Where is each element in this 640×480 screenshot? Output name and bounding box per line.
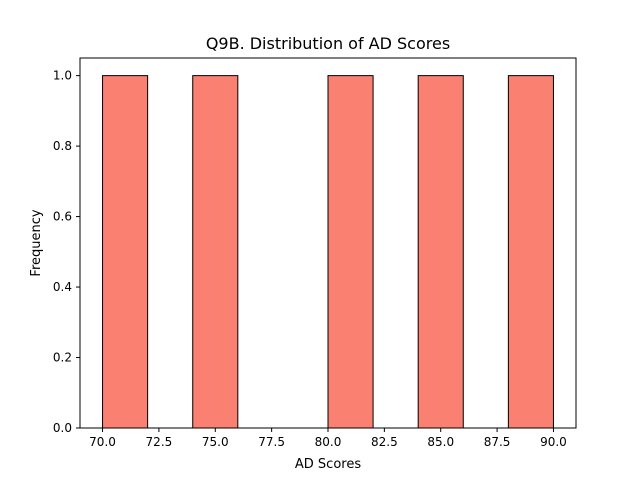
y-tick-label: 0.6 — [53, 210, 72, 224]
y-tick-label: 0.0 — [53, 421, 72, 435]
x-tick-label: 77.5 — [258, 435, 285, 449]
chart-title: Q9B. Distribution of AD Scores — [206, 34, 450, 53]
histogram-bar-70-72 — [102, 75, 149, 429]
histogram-bar-84-86 — [417, 75, 464, 429]
x-tick-label: 90.0 — [540, 435, 567, 449]
x-tick-label: 82.5 — [371, 435, 398, 449]
y-tick-label: 1.0 — [53, 69, 72, 83]
x-tick-label: 70.0 — [89, 435, 116, 449]
y-tick-label: 0.8 — [53, 139, 72, 153]
y-tick-label: 0.4 — [53, 280, 72, 294]
y-axis-ticks: 0.0 0.2 0.4 0.6 0.8 1.0 — [53, 69, 80, 435]
x-axis-ticks: 70.0 72.5 75.0 77.5 80.0 82.5 85.0 87.5 90.0 — [89, 428, 567, 449]
y-axis-label: Frequency — [29, 209, 44, 276]
histogram-bar-88-90 — [507, 75, 554, 429]
x-tick-label: 87.5 — [484, 435, 511, 449]
x-tick-label: 80.0 — [315, 435, 342, 449]
x-tick-label: 72.5 — [146, 435, 173, 449]
y-tick-label: 0.2 — [53, 351, 72, 365]
x-tick-label: 85.0 — [427, 435, 454, 449]
x-tick-label: 75.0 — [202, 435, 229, 449]
x-axis-label: AD Scores — [295, 457, 361, 472]
histogram-bar-80-82 — [327, 75, 374, 429]
bars-group — [102, 75, 554, 429]
histogram-bar-74-76 — [192, 75, 239, 429]
